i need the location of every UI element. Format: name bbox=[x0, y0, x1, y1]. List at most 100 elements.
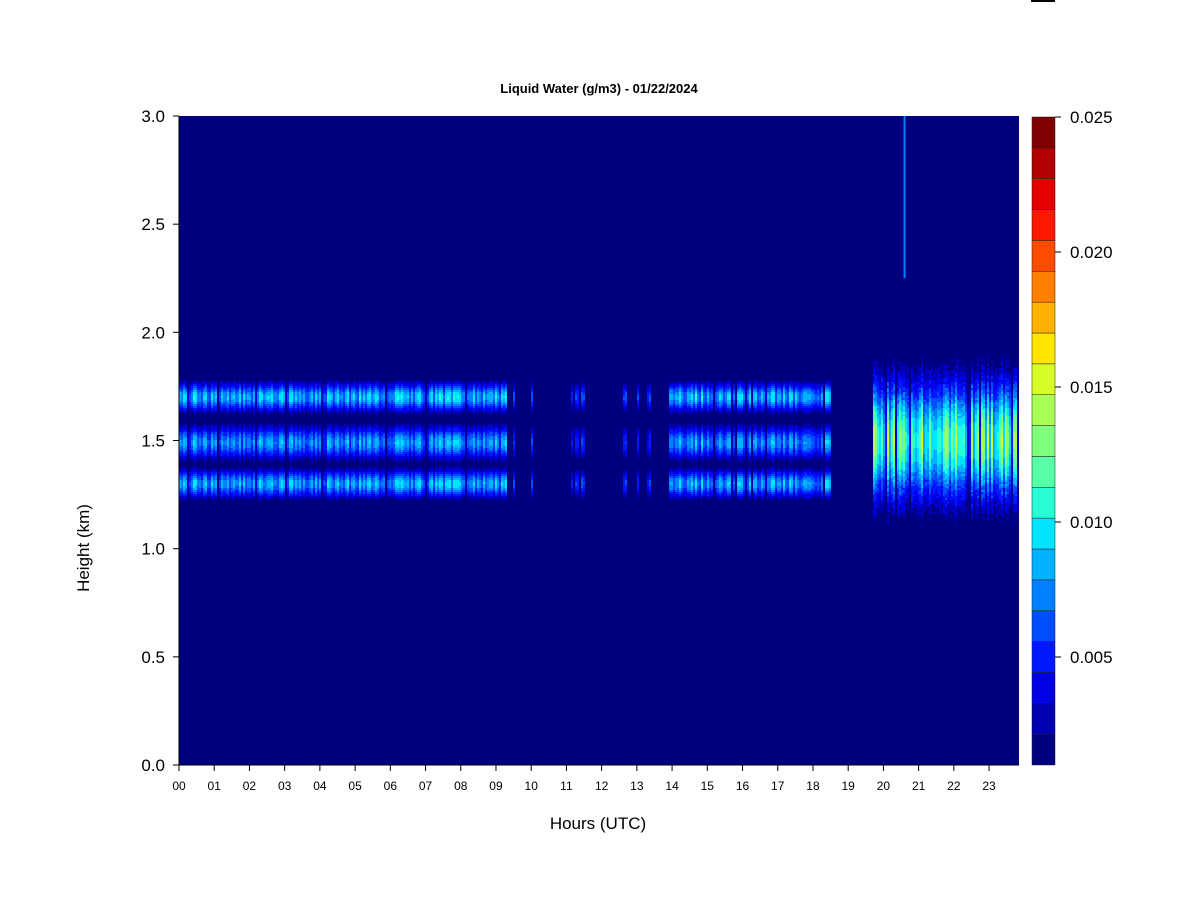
heatmap-cell bbox=[369, 394, 371, 396]
heatmap-cell bbox=[367, 436, 369, 438]
heatmap-cell bbox=[377, 454, 379, 456]
heatmap-cell bbox=[205, 456, 207, 458]
heatmap-cell bbox=[329, 490, 331, 492]
heatmap-cell bbox=[381, 396, 383, 398]
heatmap-cell bbox=[289, 448, 291, 450]
heatmap-cell bbox=[261, 400, 263, 402]
heatmap-cell bbox=[321, 398, 323, 400]
heatmap-cell bbox=[373, 482, 375, 484]
heatmap-cell bbox=[235, 448, 237, 450]
heatmap-cell bbox=[357, 480, 359, 482]
heatmap-cell bbox=[279, 444, 281, 446]
heatmap-cell bbox=[283, 426, 285, 428]
heatmap-cell bbox=[337, 496, 339, 498]
heatmap-cell bbox=[341, 402, 343, 404]
heatmap-cell bbox=[193, 448, 195, 450]
heatmap-cell bbox=[281, 482, 283, 484]
heatmap-cell bbox=[285, 482, 287, 484]
heatmap-cell bbox=[311, 438, 313, 440]
heatmap-cell bbox=[367, 408, 369, 410]
heatmap-cell bbox=[283, 382, 285, 384]
heatmap-cell bbox=[297, 496, 299, 498]
heatmap-cell bbox=[317, 408, 319, 410]
heatmap-cell bbox=[309, 486, 311, 488]
heatmap-cell bbox=[235, 396, 237, 398]
heatmap-cell bbox=[259, 428, 261, 430]
heatmap-cell bbox=[219, 472, 221, 474]
heatmap-cell bbox=[249, 486, 251, 488]
heatmap-cell bbox=[303, 478, 305, 480]
heatmap-cell bbox=[357, 428, 359, 430]
heatmap-cell bbox=[205, 408, 207, 410]
heatmap-cell bbox=[283, 472, 285, 474]
heatmap-cell bbox=[253, 432, 255, 434]
heatmap-cell bbox=[341, 384, 343, 386]
heatmap-cell bbox=[195, 458, 197, 460]
heatmap-cell bbox=[299, 382, 301, 384]
heatmap-cell bbox=[249, 478, 251, 480]
heatmap-cell bbox=[285, 442, 287, 444]
heatmap-cell bbox=[377, 476, 379, 478]
heatmap-cell bbox=[343, 426, 345, 428]
heatmap-cell bbox=[373, 410, 375, 412]
heatmap-cell bbox=[261, 486, 263, 488]
heatmap-cell bbox=[203, 390, 205, 392]
heatmap-cell bbox=[325, 472, 327, 474]
heatmap-cell bbox=[277, 410, 279, 412]
heatmap-cell bbox=[181, 394, 183, 396]
heatmap-cell bbox=[361, 388, 363, 390]
heatmap-cell bbox=[333, 472, 335, 474]
heatmap-cell bbox=[367, 388, 369, 390]
heatmap-cell bbox=[339, 476, 341, 478]
heatmap-cell bbox=[263, 468, 265, 470]
heatmap-cell bbox=[269, 488, 271, 490]
heatmap-cell bbox=[265, 398, 267, 400]
heatmap-cell bbox=[283, 476, 285, 478]
heatmap-cell bbox=[205, 434, 207, 436]
heatmap-cell bbox=[365, 406, 367, 408]
heatmap-cell bbox=[337, 498, 339, 500]
heatmap-cell bbox=[265, 434, 267, 436]
heatmap-cell bbox=[339, 472, 341, 474]
heatmap-cell bbox=[205, 474, 207, 476]
heatmap-cell bbox=[349, 474, 351, 476]
heatmap-cell bbox=[273, 458, 275, 460]
heatmap-cell bbox=[239, 474, 241, 476]
heatmap-cell bbox=[221, 440, 223, 442]
heatmap-cell bbox=[349, 470, 351, 472]
heatmap-cell bbox=[197, 390, 199, 392]
heatmap-cell bbox=[261, 440, 263, 442]
heatmap-cell bbox=[233, 446, 235, 448]
heatmap-cell bbox=[263, 394, 265, 396]
heatmap-cell bbox=[185, 472, 187, 474]
heatmap-cell bbox=[207, 404, 209, 406]
heatmap-cell bbox=[259, 454, 261, 456]
heatmap-cell bbox=[235, 438, 237, 440]
heatmap-cell bbox=[289, 460, 291, 462]
heatmap-cell bbox=[219, 442, 221, 444]
heatmap-cell bbox=[291, 472, 293, 474]
heatmap-cell bbox=[383, 408, 385, 410]
heatmap-cell bbox=[377, 482, 379, 484]
heatmap-cell bbox=[221, 484, 223, 486]
heatmap-cell bbox=[267, 458, 269, 460]
heatmap-cell bbox=[235, 392, 237, 394]
heatmap-cell bbox=[207, 454, 209, 456]
heatmap-cell bbox=[331, 456, 333, 458]
heatmap-cell bbox=[251, 386, 253, 388]
heatmap-cell bbox=[269, 480, 271, 482]
heatmap-cell bbox=[295, 412, 297, 414]
heatmap-cell bbox=[257, 434, 259, 436]
heatmap-cell bbox=[377, 396, 379, 398]
heatmap-cell bbox=[317, 494, 319, 496]
heatmap-cell bbox=[261, 480, 263, 482]
heatmap-cell bbox=[253, 438, 255, 440]
heatmap-cell bbox=[303, 474, 305, 476]
heatmap-cell bbox=[287, 450, 289, 452]
heatmap-cell bbox=[279, 408, 281, 410]
heatmap-cell bbox=[183, 452, 185, 454]
heatmap-cell bbox=[313, 444, 315, 446]
heatmap-cell bbox=[323, 442, 325, 444]
heatmap-cell bbox=[229, 490, 231, 492]
heatmap-cell bbox=[225, 396, 227, 398]
